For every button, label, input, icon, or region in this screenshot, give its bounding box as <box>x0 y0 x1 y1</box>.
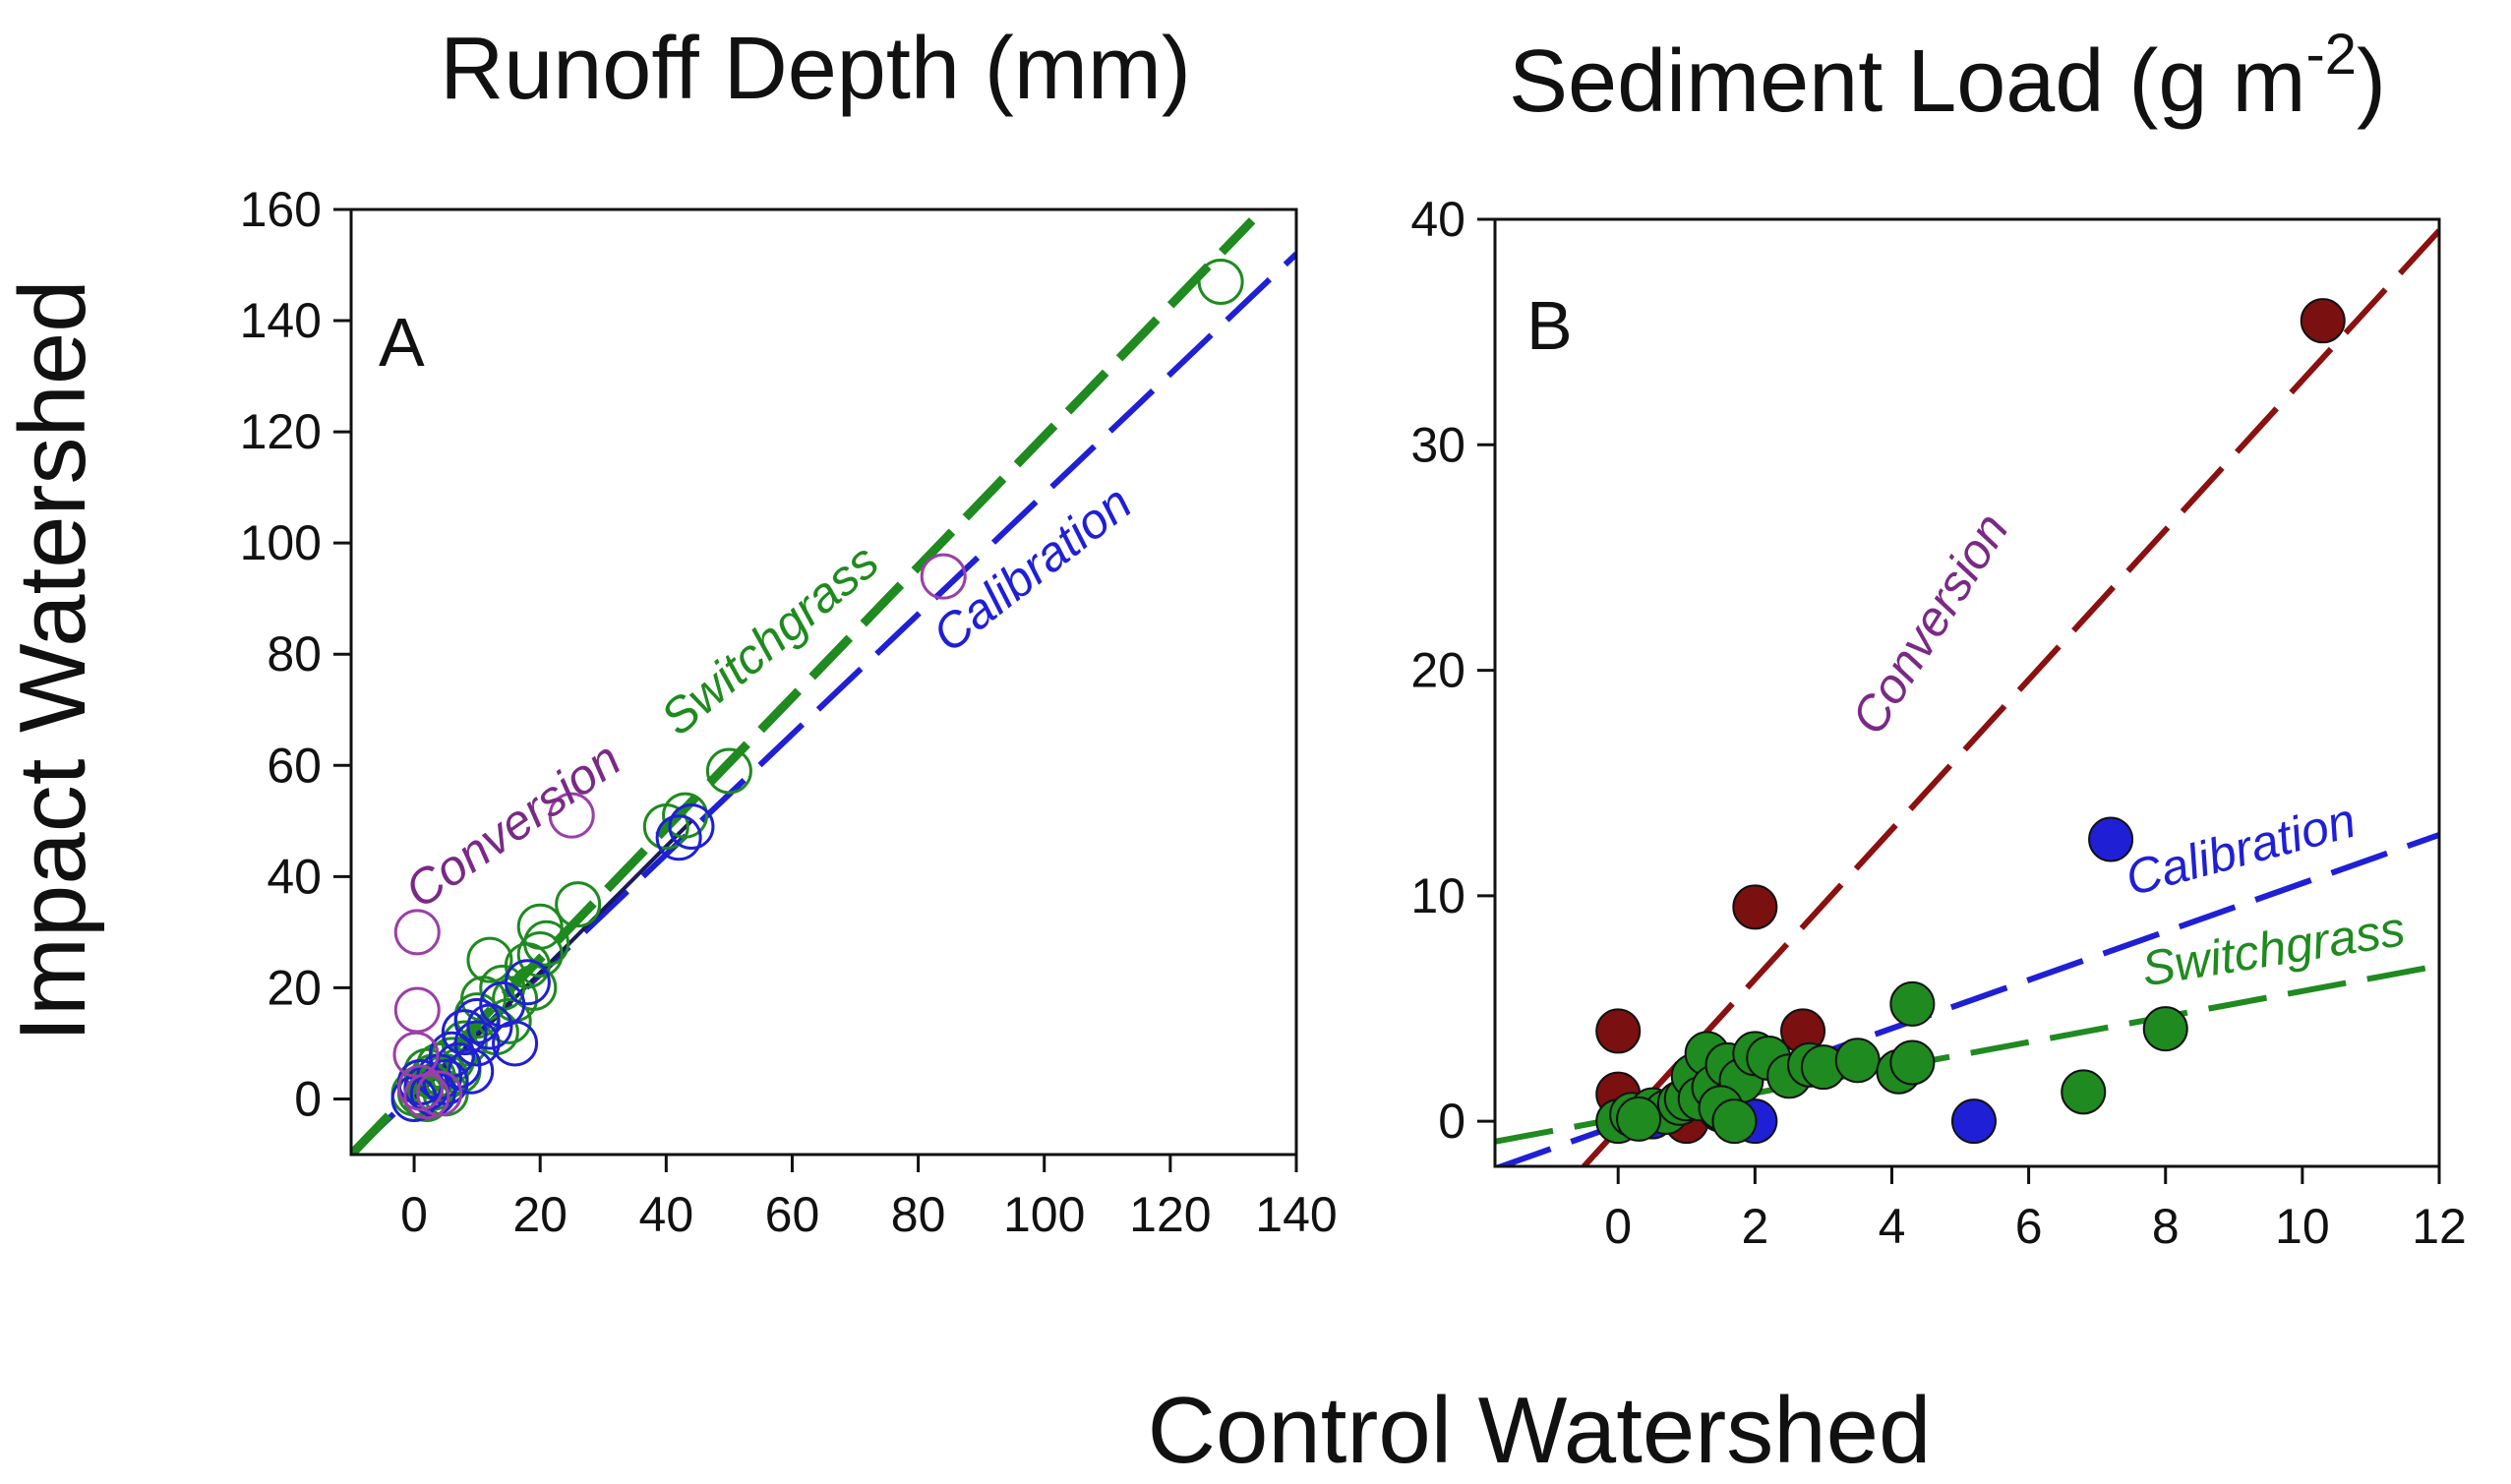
b-y-tick-label: 30 <box>1410 417 1465 472</box>
b-point-calibration <box>2088 816 2134 862</box>
panel-b-y-ticks: 0 10 20 30 40 <box>1410 192 1495 1149</box>
b-fit-line-conversion <box>1582 228 2439 1166</box>
b-y-tick-label: 10 <box>1410 868 1465 923</box>
b-point-switchgrass <box>1711 1098 1758 1145</box>
a-point-switchgrass <box>705 747 752 795</box>
a-point-calibration <box>655 814 702 861</box>
panel-b-letter: B <box>1526 287 1573 364</box>
a-fit-line-switchgrass <box>351 217 1256 1155</box>
b-x-tick-label: 12 <box>2412 1199 2467 1254</box>
b-x-tick-label: 10 <box>2275 1199 2330 1254</box>
panel-a-frame <box>349 208 1298 1157</box>
a-y-tick-label: 20 <box>267 960 322 1015</box>
b-point-conversion <box>2300 298 2346 344</box>
a-point-conversion <box>416 1070 463 1117</box>
panel-a-title: Runoff Depth (mm) <box>440 20 1191 118</box>
a-point-switchgrass <box>516 930 564 978</box>
panel-a-x-ticks: 0 20 40 60 80 100 120 140 <box>400 1155 1338 1242</box>
a-y-tick-label: 140 <box>240 293 322 348</box>
b-annotation-switchgrass: Switchgrass <box>2138 901 2409 996</box>
a-point-switchgrass <box>441 1020 488 1067</box>
a-point-switchgrass <box>555 881 602 928</box>
a-annotation-switchgrass: Switchgrass <box>650 533 888 745</box>
b-point-conversion <box>1732 884 1778 930</box>
panel-b-frame <box>1493 217 2441 1168</box>
a-point-calibration <box>668 802 715 850</box>
a-point-conversion <box>920 553 967 600</box>
a-point-switchgrass <box>510 964 558 1011</box>
a-x-tick-label: 120 <box>1129 1187 1211 1242</box>
a-x-tick-label: 40 <box>639 1187 694 1242</box>
a-y-tick-label: 80 <box>267 626 322 682</box>
panel-b-title-main: Sediment Load (g m <box>1509 32 2305 131</box>
b-point-switchgrass <box>1834 1038 1881 1084</box>
b-annotation-conversion: Conversion <box>1840 504 2019 743</box>
b-x-tick-label: 6 <box>2015 1199 2043 1254</box>
a-x-tick-label: 80 <box>891 1187 946 1242</box>
panel-b-title-sup: -2 <box>2305 23 2357 87</box>
b-point-switchgrass <box>2061 1069 2107 1115</box>
panel-b-plot-area <box>1495 228 2439 1166</box>
a-point-calibration <box>492 1020 539 1067</box>
b-x-tick-label: 0 <box>1604 1199 1632 1254</box>
a-point-calibration <box>441 1009 488 1056</box>
panel-a-letter: A <box>379 304 425 381</box>
shared-x-axis-title: Control Watershed <box>1148 1378 1932 1483</box>
a-y-tick-label: 100 <box>240 515 322 570</box>
b-point-switchgrass <box>1889 980 1936 1027</box>
a-point-switchgrass <box>466 936 513 983</box>
a-x-tick-label: 20 <box>512 1187 568 1242</box>
b-y-tick-label: 20 <box>1410 643 1465 698</box>
a-y-tick-label: 160 <box>240 182 322 237</box>
shared-y-axis-title: Impact Watershed <box>0 279 105 1041</box>
a-x-tick-label: 100 <box>1003 1187 1085 1242</box>
panel-a: Runoff Depth (mm) A 0 20 40 60 80 100 120 140 0… <box>240 20 1338 1242</box>
b-point-calibration <box>1950 1098 1997 1145</box>
panel-a-y-ticks: 0 20 40 60 80 100 120 140 160 <box>240 182 351 1126</box>
panel-b-title-tail: ) <box>2357 32 2386 131</box>
a-point-calibration <box>448 1047 495 1095</box>
a-y-tick-label: 40 <box>267 849 322 904</box>
b-x-tick-label: 8 <box>2152 1199 2180 1254</box>
b-x-tick-label: 2 <box>1741 1199 1768 1254</box>
a-y-tick-label: 0 <box>294 1071 322 1126</box>
b-point-switchgrass <box>1616 1096 1662 1142</box>
panel-b: Sediment Load (g m-2) B 0 2 4 6 8 10 12 0 10 20 3… <box>1410 23 2466 1254</box>
b-y-tick-label: 0 <box>1438 1094 1465 1149</box>
b-point-switchgrass <box>2142 1006 2188 1052</box>
a-point-calibration <box>466 1003 513 1050</box>
b-point-switchgrass <box>1889 1039 1936 1086</box>
b-annotation-calibration: Calibration <box>2120 793 2361 907</box>
panel-a-plot-area <box>351 217 1296 1155</box>
panel-b-x-ticks: 0 2 4 6 8 10 12 <box>1604 1166 2467 1254</box>
a-point-conversion <box>548 792 595 839</box>
a-x-tick-label: 0 <box>400 1187 428 1242</box>
a-y-tick-label: 120 <box>240 404 322 459</box>
a-y-tick-label: 60 <box>267 738 322 793</box>
a-point-calibration <box>504 959 551 1006</box>
b-x-tick-label: 4 <box>1879 1199 1906 1254</box>
a-point-switchgrass <box>1197 258 1244 305</box>
a-point-conversion <box>393 909 441 956</box>
panel-b-title: Sediment Load (g m-2) <box>1509 23 2386 131</box>
a-point-conversion <box>393 986 441 1034</box>
a-point-conversion <box>396 1064 444 1111</box>
b-y-tick-label: 40 <box>1410 192 1465 247</box>
a-point-switchgrass <box>523 920 570 967</box>
a-point-switchgrass <box>662 792 709 839</box>
a-x-tick-label: 60 <box>765 1187 820 1242</box>
b-point-conversion <box>1595 1008 1642 1054</box>
a-x-tick-label: 140 <box>1255 1187 1337 1242</box>
